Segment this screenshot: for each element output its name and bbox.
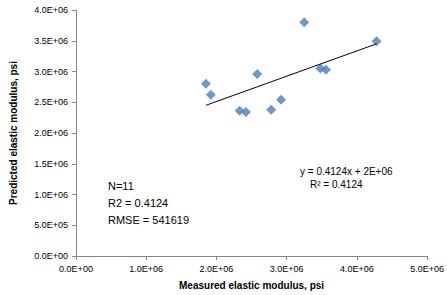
- svg-text:1.0E+06: 1.0E+06: [129, 264, 163, 274]
- svg-text:2.0E+06: 2.0E+06: [34, 128, 68, 138]
- svg-text:Measured elastic modulus, psi: Measured elastic modulus, psi: [179, 280, 324, 291]
- svg-text:4.0E+06: 4.0E+06: [340, 264, 374, 274]
- svg-text:0.0E+00: 0.0E+00: [34, 251, 68, 261]
- svg-text:2.0E+06: 2.0E+06: [200, 264, 234, 274]
- svg-text:1.5E+06: 1.5E+06: [34, 159, 68, 169]
- svg-text:3.0E+06: 3.0E+06: [34, 67, 68, 77]
- svg-text:y = 0.4124x + 2E+06: y = 0.4124x + 2E+06: [300, 166, 393, 177]
- svg-text:5.0E+05: 5.0E+05: [34, 220, 68, 230]
- svg-text:R² = 0.4124: R² = 0.4124: [310, 179, 363, 190]
- svg-text:3.5E+06: 3.5E+06: [34, 36, 68, 46]
- svg-text:RMSE = 541619: RMSE = 541619: [108, 214, 189, 226]
- svg-text:R2 = 0.4124: R2 = 0.4124: [108, 197, 168, 209]
- svg-text:1.0E+06: 1.0E+06: [34, 190, 68, 200]
- svg-text:0.0E+00: 0.0E+00: [59, 264, 93, 274]
- svg-text:3.0E+06: 3.0E+06: [270, 264, 304, 274]
- svg-text:Predicted elastic modulus, psi: Predicted elastic modulus, psi: [8, 61, 19, 205]
- svg-text:5.0E+06: 5.0E+06: [410, 264, 444, 274]
- svg-text:N=11: N=11: [108, 180, 134, 192]
- svg-text:4.0E+06: 4.0E+06: [34, 5, 68, 15]
- svg-text:2.5E+06: 2.5E+06: [34, 97, 68, 107]
